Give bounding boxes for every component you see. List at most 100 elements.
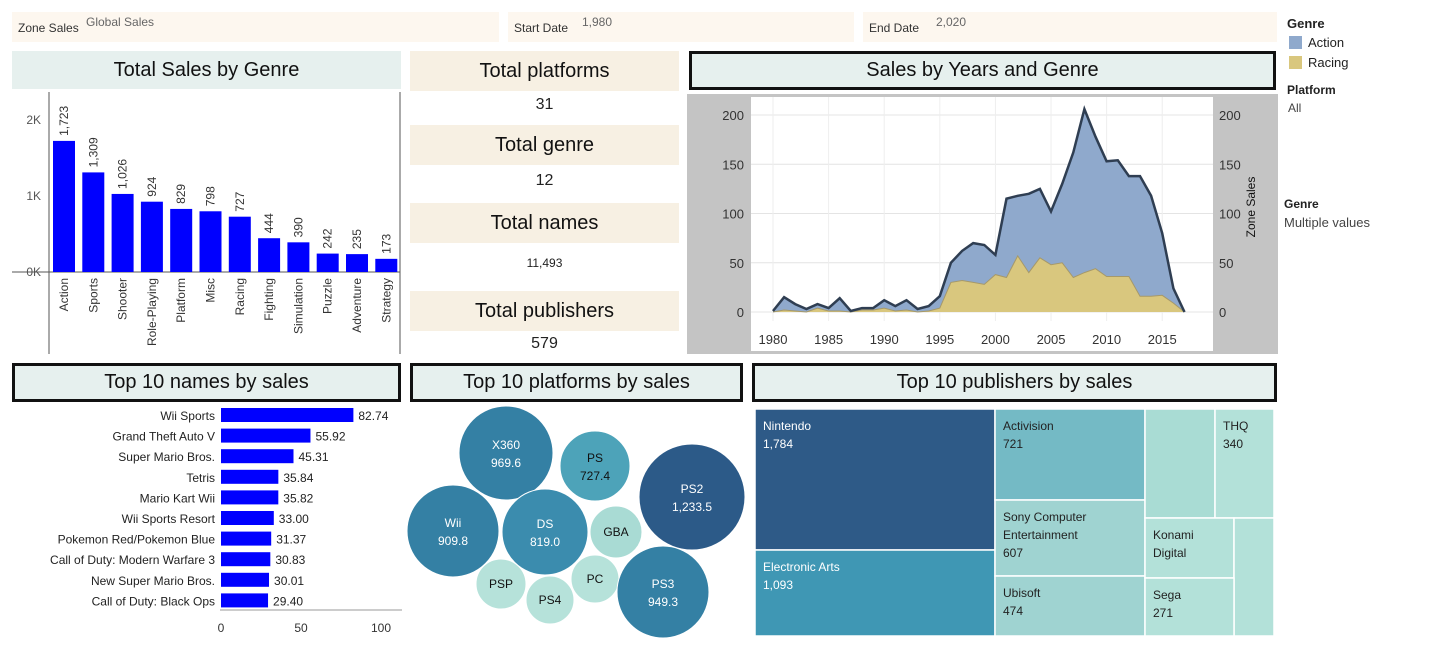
genre-legend-title: Genre xyxy=(1287,16,1325,31)
x-tick-label: 2005 xyxy=(1037,332,1066,347)
racing-area xyxy=(773,255,1185,312)
genre-bar-value-label: 924 xyxy=(145,176,159,196)
total-publishers-title: Total publishers xyxy=(410,291,679,331)
legend-swatch-racing xyxy=(1289,56,1302,69)
genre-sales-title: Total Sales by Genre xyxy=(12,51,401,89)
publisher-tile xyxy=(1214,409,1275,519)
genre-bar-value-label: 444 xyxy=(262,213,276,233)
x-tick-label: 1980 xyxy=(759,332,788,347)
genre-category-label: Simulation xyxy=(291,278,305,334)
name-bar-value-label: 45.31 xyxy=(298,450,328,464)
years-genre-title: Sales by Years and Genre xyxy=(689,51,1276,90)
publisher-tile-name: Entertainment xyxy=(1003,528,1078,542)
genre-bar-value-label: 173 xyxy=(379,233,393,253)
y-tick-label: 0 xyxy=(737,305,744,320)
racing-line xyxy=(772,254,1185,313)
legend-label-racing[interactable]: Racing xyxy=(1308,55,1349,70)
genre-category-label: Strategy xyxy=(379,278,393,323)
name-bar xyxy=(221,449,294,464)
name-bar xyxy=(221,408,354,422)
genre-bar xyxy=(111,193,134,272)
platform-bubble-name: PS xyxy=(587,451,603,465)
platform-bubble xyxy=(475,558,527,610)
platform-bubble xyxy=(616,545,710,639)
y-tick-label: 50 xyxy=(730,256,744,271)
genre-category-label: Role-Playing xyxy=(145,278,159,346)
genre-bar-value-label: 829 xyxy=(174,184,188,204)
platform-bubble-value: 969.6 xyxy=(491,456,521,470)
x-tick-label: 2000 xyxy=(981,332,1010,347)
name-bar-value-label: 30.83 xyxy=(275,553,305,567)
publisher-tile-name: Electronic Arts xyxy=(763,560,840,574)
name-category-label: Wii Sports xyxy=(160,409,215,423)
name-bar-value-label: 35.82 xyxy=(283,491,313,505)
publisher-tile-value: 1,093 xyxy=(763,578,793,592)
publisher-tile xyxy=(994,409,1146,501)
action-area xyxy=(773,109,1185,312)
start-date-filter[interactable]: Start Date 1,980 xyxy=(508,12,854,42)
publisher-tile-value: 271 xyxy=(1153,606,1173,620)
platform-bubble xyxy=(501,488,589,576)
y2-axis-label: Zone Sales xyxy=(1244,177,1258,238)
x-tick-label: 0 xyxy=(218,621,225,635)
name-bar xyxy=(221,428,311,443)
genre-filter-value[interactable]: Multiple values xyxy=(1284,215,1370,230)
genre-bar xyxy=(228,216,251,272)
name-bar-value-label: 82.74 xyxy=(358,409,388,423)
total-genre-value: 12 xyxy=(535,172,554,189)
platform-bubble xyxy=(589,505,643,559)
genre-bar-value-label: 242 xyxy=(321,228,335,248)
y-tick-label: 200 xyxy=(722,108,744,123)
platform-bubble-name: PS2 xyxy=(681,482,704,496)
platform-filter-value[interactable]: All xyxy=(1288,101,1302,115)
platform-bubble xyxy=(525,575,575,625)
genre-bar-value-label: 390 xyxy=(291,217,305,237)
genre-category-label: Shooter xyxy=(116,278,130,320)
legend-label-action[interactable]: Action xyxy=(1308,35,1345,50)
top-platforms-title: Top 10 platforms by sales xyxy=(410,363,743,402)
publisher-tile-name: Sony Computer xyxy=(1003,510,1086,524)
platform-bubble-value: 1,233.5 xyxy=(672,500,712,514)
name-category-label: New Super Mario Bros. xyxy=(91,574,215,588)
legend-swatch-action xyxy=(1289,36,1302,49)
platform-bubble-name: GBA xyxy=(603,525,628,539)
total-platforms-value: 31 xyxy=(535,96,554,113)
y2-tick-label: 150 xyxy=(1219,157,1241,172)
y-tick-label: 1K xyxy=(26,189,41,203)
end-date-value[interactable]: 2,020 xyxy=(936,15,967,29)
publisher-tile-value: 1,784 xyxy=(763,437,793,451)
genre-sales-chart: 0K 1K 2K 1,723 Action 1,309 Sports 1,026 Shooter… xyxy=(12,92,401,354)
publisher-tile-name: THQ xyxy=(1223,419,1248,433)
name-bar xyxy=(221,469,279,484)
publisher-tile-name: Digital xyxy=(1153,546,1186,560)
genre-bar xyxy=(140,201,163,272)
name-bar xyxy=(221,552,271,567)
zone-sales-filter[interactable]: Zone Sales Global Sales xyxy=(12,12,499,42)
end-date-filter[interactable]: End Date 2,020 xyxy=(863,12,1277,42)
y2-tick-label: 50 xyxy=(1219,256,1233,271)
genre-filter-title: Genre xyxy=(1284,197,1319,211)
name-bar xyxy=(221,531,272,546)
genre-category-label: Sports xyxy=(86,278,100,313)
name-category-label: Tetris xyxy=(186,471,215,485)
start-date-value[interactable]: 1,980 xyxy=(582,15,613,29)
x-tick-label: 1990 xyxy=(870,332,899,347)
zone-sales-value[interactable]: Global Sales xyxy=(86,15,155,29)
platform-bubble-name: Wii xyxy=(445,516,462,530)
name-bar xyxy=(221,572,270,587)
publisher-tile xyxy=(1144,577,1235,637)
start-date-label: Start Date xyxy=(514,21,569,35)
total-genre-title: Total genre xyxy=(410,125,679,165)
name-category-label: Call of Duty: Modern Warfare 3 xyxy=(50,553,215,567)
platform-bubble-name: PSP xyxy=(489,577,513,591)
name-bar xyxy=(221,490,279,505)
name-category-label: Grand Theft Auto V xyxy=(112,430,215,444)
publisher-tile-value: 607 xyxy=(1003,546,1023,560)
x-tick-label: 1995 xyxy=(925,332,954,347)
x-tick-label: 100 xyxy=(371,621,391,635)
name-category-label: Pokemon Red/Pokemon Blue xyxy=(58,533,216,547)
publisher-tile-value: 721 xyxy=(1003,437,1023,451)
publisher-tile xyxy=(994,499,1146,577)
total-names-title: Total names xyxy=(410,203,679,243)
name-bar-value-label: 33.00 xyxy=(279,512,309,526)
